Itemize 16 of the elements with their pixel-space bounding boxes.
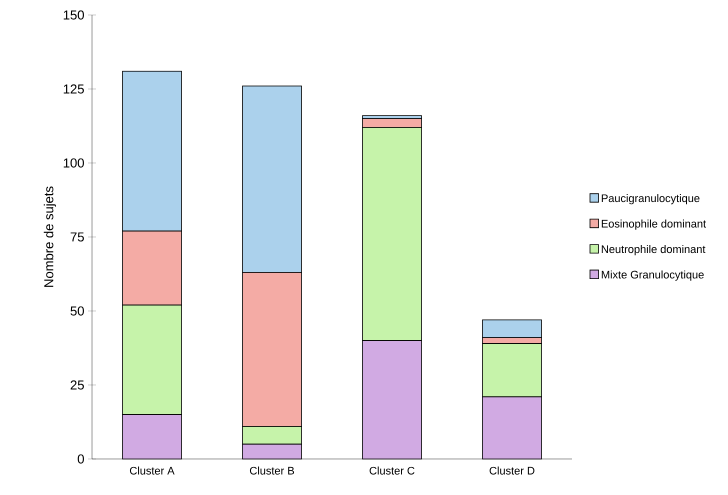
y-tick-label: 0 bbox=[78, 454, 84, 464]
x-tick-label: Cluster D bbox=[490, 466, 534, 475]
y-tick-label: 125 bbox=[64, 84, 84, 94]
legend-label: Paucigranulocytique bbox=[602, 194, 700, 204]
legend-label: Mixte Granulocytique bbox=[602, 270, 704, 281]
y-tick-label: 25 bbox=[70, 380, 84, 390]
y-axis-title: Nombre de sujets bbox=[44, 186, 56, 287]
legend-label: Neutrophile dominant bbox=[602, 244, 706, 256]
y-tick-label: 100 bbox=[64, 158, 84, 168]
y-tick-label: 150 bbox=[64, 10, 84, 20]
legend-label: Eosinophile dominant bbox=[602, 220, 706, 230]
y-tick-label: 50 bbox=[70, 306, 84, 316]
x-tick-label: Cluster A bbox=[130, 466, 175, 475]
y-tick-label: 75 bbox=[70, 232, 84, 242]
x-tick-label: Cluster C bbox=[370, 466, 414, 475]
x-tick-label: Cluster B bbox=[250, 466, 294, 475]
